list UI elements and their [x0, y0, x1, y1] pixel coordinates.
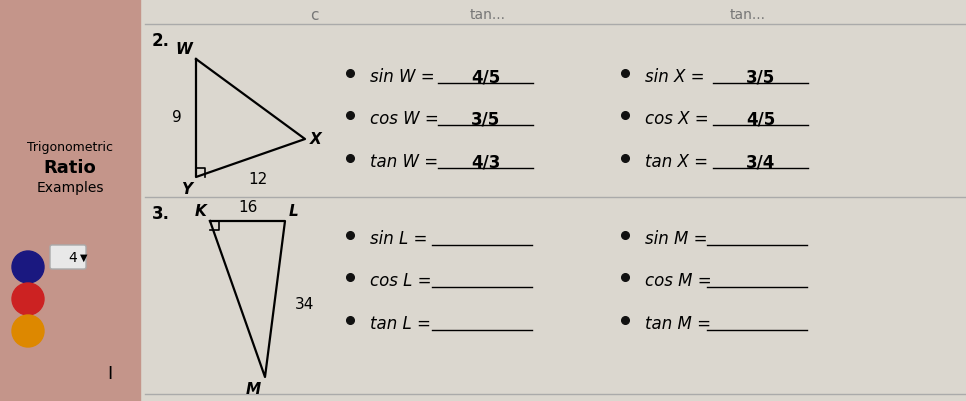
Text: 4/5: 4/5 — [746, 111, 775, 129]
Text: I: I — [107, 364, 113, 382]
Text: 3/4: 3/4 — [746, 154, 775, 172]
Text: tan L =: tan L = — [370, 314, 436, 332]
Text: 34: 34 — [295, 297, 314, 312]
Text: tan...: tan... — [470, 8, 506, 22]
Text: 4/3: 4/3 — [470, 154, 500, 172]
Text: sin L =: sin L = — [370, 229, 433, 247]
Text: sin M =: sin M = — [645, 229, 713, 247]
Text: Examples: Examples — [37, 180, 103, 194]
FancyBboxPatch shape — [50, 245, 86, 269]
Text: 9: 9 — [172, 110, 182, 125]
Text: 3/5: 3/5 — [470, 111, 500, 129]
Text: Ratio: Ratio — [43, 159, 97, 176]
Text: 2.: 2. — [152, 32, 170, 50]
Text: 3/5: 3/5 — [746, 69, 775, 87]
Bar — [0, 0, 140, 401]
Text: Trigonometric: Trigonometric — [27, 141, 113, 154]
Text: tan M =: tan M = — [645, 314, 716, 332]
Text: c: c — [310, 8, 319, 23]
Text: Y: Y — [181, 182, 192, 196]
Text: M: M — [246, 381, 261, 396]
Text: 4: 4 — [68, 250, 76, 264]
Text: tan W =: tan W = — [370, 153, 443, 170]
Text: 16: 16 — [239, 200, 258, 215]
Text: X: X — [310, 132, 322, 147]
Text: sin W =: sin W = — [370, 68, 440, 86]
Text: 3.: 3. — [152, 205, 170, 223]
Text: K: K — [195, 203, 207, 219]
Text: cos X =: cos X = — [645, 110, 714, 128]
Text: cos L =: cos L = — [370, 271, 437, 289]
Circle shape — [12, 251, 44, 283]
Text: tan...: tan... — [730, 8, 766, 22]
Text: W: W — [175, 42, 192, 57]
Text: 4/5: 4/5 — [470, 69, 500, 87]
Circle shape — [12, 283, 44, 315]
Text: cos W =: cos W = — [370, 110, 444, 128]
Text: L: L — [289, 203, 298, 219]
Text: sin X =: sin X = — [645, 68, 710, 86]
Text: tan X =: tan X = — [645, 153, 713, 170]
Text: ▼: ▼ — [80, 252, 88, 262]
Text: 12: 12 — [248, 172, 268, 186]
Circle shape — [12, 315, 44, 347]
Text: cos M =: cos M = — [645, 271, 717, 289]
